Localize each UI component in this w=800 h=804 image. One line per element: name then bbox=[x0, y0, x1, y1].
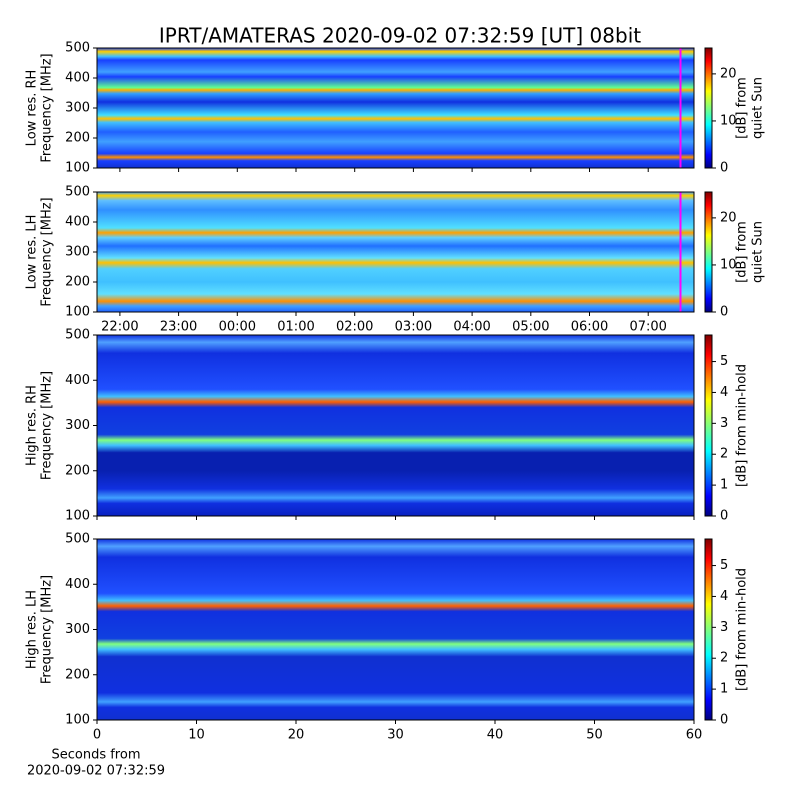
x-tick-label: 23:00 bbox=[160, 320, 197, 335]
y-axis-label: Low res. LH bbox=[25, 215, 40, 290]
y-tick-label: 200 bbox=[65, 667, 90, 682]
spectrogram bbox=[97, 335, 694, 516]
colorbar-tick-label: 10 bbox=[720, 257, 737, 272]
colorbar bbox=[704, 538, 713, 721]
x-tick-label: 50 bbox=[586, 728, 603, 743]
y-tick-label: 300 bbox=[65, 101, 90, 116]
x-tick-label: 22:00 bbox=[101, 320, 138, 335]
spectrogram bbox=[97, 192, 694, 312]
colorbar-tick-label: 0 bbox=[720, 713, 728, 728]
y-tick-label: 400 bbox=[65, 71, 90, 86]
colorbar-tick-label: 2 bbox=[720, 447, 728, 462]
colorbar-tick-label: 20 bbox=[720, 66, 737, 81]
x-axis-label: 2020-09-02 07:32:59 bbox=[27, 764, 165, 779]
colorbar-tick-label: 0 bbox=[720, 305, 728, 320]
x-tick-label: 20 bbox=[288, 728, 305, 743]
y-tick-label: 100 bbox=[65, 509, 90, 524]
y-axis-label: Frequency [MHz] bbox=[40, 53, 55, 162]
colorbar-tick-label: 20 bbox=[720, 210, 737, 225]
y-axis-label: Frequency [MHz] bbox=[40, 371, 55, 480]
colorbar-tick-label: 10 bbox=[720, 113, 737, 128]
x-tick-label: 0 bbox=[93, 728, 101, 743]
colorbar bbox=[704, 191, 713, 313]
colorbar-tick-label: 5 bbox=[720, 354, 728, 369]
colorbar-tick-label: 0 bbox=[720, 509, 728, 524]
colorbar-label: [dB] from bbox=[735, 77, 750, 139]
spectrogram bbox=[97, 48, 694, 168]
x-tick-label: 05:00 bbox=[512, 320, 549, 335]
colorbar-tick-label: 2 bbox=[720, 651, 728, 666]
y-tick-label: 300 bbox=[65, 622, 90, 637]
x-tick-label: 10 bbox=[188, 728, 205, 743]
colorbar bbox=[704, 334, 713, 517]
colorbar-tick-label: 1 bbox=[720, 478, 728, 493]
y-tick-label: 100 bbox=[65, 305, 90, 320]
y-tick-label: 200 bbox=[65, 275, 90, 290]
y-tick-label: 500 bbox=[65, 185, 90, 200]
y-axis-label: Low res. RH bbox=[25, 70, 40, 147]
x-tick-label: 07:00 bbox=[629, 320, 666, 335]
y-tick-label: 400 bbox=[65, 577, 90, 592]
y-tick-label: 300 bbox=[65, 245, 90, 260]
colorbar-label: [dB] from bbox=[735, 221, 750, 283]
y-axis-label: High res. RH bbox=[25, 385, 40, 466]
colorbar-tick-label: 1 bbox=[720, 682, 728, 697]
colorbar-label: [dB] from min-hold bbox=[735, 364, 750, 487]
colorbar-tick-label: 4 bbox=[720, 385, 728, 400]
x-tick-label: 01:00 bbox=[277, 320, 314, 335]
y-tick-label: 400 bbox=[65, 373, 90, 388]
x-tick-label: 02:00 bbox=[336, 320, 373, 335]
colorbar-label: [dB] from min-hold bbox=[735, 568, 750, 691]
y-tick-label: 200 bbox=[65, 463, 90, 478]
x-tick-label: 06:00 bbox=[571, 320, 608, 335]
colorbar-tick-label: 4 bbox=[720, 589, 728, 604]
y-tick-label: 100 bbox=[65, 713, 90, 728]
y-tick-label: 500 bbox=[65, 532, 90, 547]
figure-title: IPRT/AMATERAS 2020-09-02 07:32:59 [UT] 0… bbox=[159, 24, 641, 48]
spectrogram bbox=[97, 539, 694, 720]
colorbar-tick-label: 3 bbox=[720, 416, 728, 431]
y-tick-label: 500 bbox=[65, 328, 90, 343]
x-axis-label: Seconds from bbox=[51, 748, 140, 763]
y-axis-label: High res. LH bbox=[25, 590, 40, 669]
colorbar-label: quiet Sun bbox=[751, 77, 766, 139]
x-tick-label: 40 bbox=[487, 728, 504, 743]
colorbar-label: quiet Sun bbox=[751, 221, 766, 283]
x-tick-label: 00:00 bbox=[219, 320, 256, 335]
y-tick-label: 200 bbox=[65, 131, 90, 146]
colorbar bbox=[704, 47, 713, 169]
x-tick-label: 03:00 bbox=[395, 320, 432, 335]
x-tick-label: 60 bbox=[686, 728, 703, 743]
colorbar-tick-label: 0 bbox=[720, 161, 728, 176]
y-axis-label: Frequency [MHz] bbox=[40, 575, 55, 684]
x-tick-label: 04:00 bbox=[453, 320, 490, 335]
x-tick-label: 30 bbox=[387, 728, 404, 743]
y-tick-label: 300 bbox=[65, 418, 90, 433]
colorbar-tick-label: 5 bbox=[720, 558, 728, 573]
y-tick-label: 500 bbox=[65, 41, 90, 56]
y-tick-label: 100 bbox=[65, 161, 90, 176]
colorbar-tick-label: 3 bbox=[720, 620, 728, 635]
y-tick-label: 400 bbox=[65, 215, 90, 230]
y-axis-label: Frequency [MHz] bbox=[40, 197, 55, 306]
